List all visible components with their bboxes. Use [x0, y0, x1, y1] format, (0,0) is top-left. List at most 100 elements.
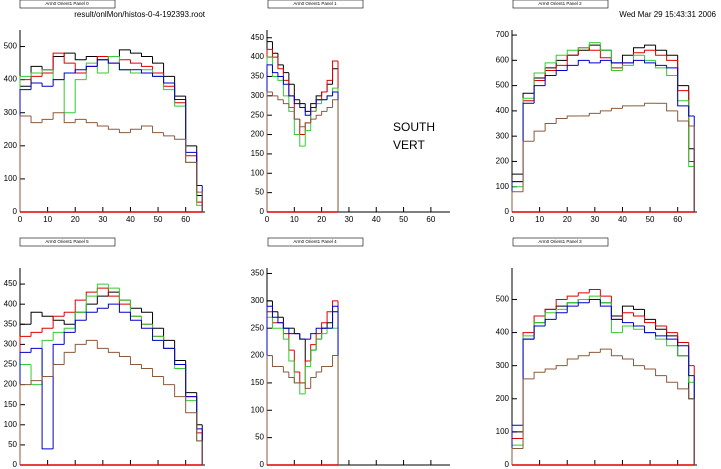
histogram-step — [52, 55, 65, 70]
histogram-step — [266, 316, 273, 465]
histogram-step — [688, 388, 695, 400]
histogram-step — [511, 191, 524, 212]
histogram-step — [677, 55, 689, 87]
histogram-step — [63, 311, 76, 317]
y-tick-label: 100 — [251, 405, 265, 414]
x-tick-label: 60 — [426, 215, 435, 224]
histogram-step — [163, 76, 175, 84]
histogram-step — [282, 99, 289, 105]
histogram-step — [107, 291, 120, 297]
histogram-step — [41, 312, 54, 317]
histogram-step — [533, 85, 546, 104]
x-tick-label: 0 — [510, 215, 515, 224]
y-tick-label: 200 — [496, 394, 510, 403]
histogram-step — [599, 42, 612, 51]
histogram-step — [304, 130, 311, 147]
histogram-step — [277, 57, 284, 70]
histogram-step — [293, 84, 300, 101]
x-tick-label: 0 — [265, 215, 270, 224]
x-tick-label: 30 — [590, 215, 599, 224]
histogram-step — [655, 322, 667, 327]
y-tick-label: 350 — [251, 269, 265, 278]
histogram-step — [610, 349, 623, 357]
histogram-step — [19, 363, 32, 465]
histogram-step — [577, 49, 590, 56]
histogram-step — [30, 331, 43, 337]
histogram-step — [632, 359, 645, 367]
histogram-step — [310, 344, 317, 362]
y-tick-label: 300 — [496, 361, 510, 370]
histogram-step — [588, 60, 601, 64]
histogram-step — [140, 364, 153, 370]
histogram-step — [577, 47, 590, 51]
histogram-step — [511, 186, 524, 212]
histogram-step — [577, 298, 590, 303]
histogram-step — [96, 59, 109, 67]
panel-title: Arm0 Orient1 Panel 0 — [45, 1, 89, 6]
histogram-step — [163, 132, 175, 137]
histogram-step — [610, 302, 623, 334]
histogram-step — [599, 50, 612, 59]
histogram-step — [632, 306, 645, 310]
histogram-step — [688, 342, 695, 367]
histogram-step — [85, 303, 98, 313]
histogram-step — [196, 412, 203, 442]
histogram-step — [666, 55, 678, 61]
histogram-step — [85, 119, 98, 124]
histogram-step — [196, 162, 203, 193]
histogram-step — [19, 384, 32, 465]
histogram-step — [185, 360, 197, 394]
histogram-step — [266, 91, 273, 212]
histogram-step — [688, 121, 695, 127]
histogram-step — [163, 336, 175, 349]
histogram-step — [140, 316, 153, 325]
histogram-step — [310, 118, 317, 123]
histogram-step — [544, 368, 557, 373]
histogram-step — [522, 140, 535, 192]
histogram-step — [310, 110, 317, 123]
histogram-step — [315, 338, 322, 351]
histogram-step — [277, 311, 284, 318]
histogram-step — [522, 378, 535, 449]
histogram-step — [107, 55, 120, 74]
histogram-step — [677, 110, 689, 122]
y-tick-label: 250 — [251, 323, 265, 332]
x-tick-label: 30 — [98, 215, 107, 224]
histogram-step — [163, 63, 175, 77]
histogram-step — [52, 316, 65, 321]
histogram-step — [85, 311, 98, 321]
histogram-step — [588, 47, 601, 51]
histogram-step — [30, 364, 43, 386]
histogram-step — [566, 115, 579, 119]
histogram-step — [196, 392, 203, 426]
x-tick-label: 30 — [344, 215, 353, 224]
histogram-step — [174, 384, 186, 398]
histogram-step — [129, 69, 142, 74]
histogram-step — [163, 73, 175, 87]
histogram-step — [326, 83, 333, 92]
histogram-step — [299, 333, 306, 340]
x-tick-label: 50 — [646, 215, 655, 224]
histogram-step — [271, 306, 278, 318]
histogram-step — [277, 317, 284, 324]
x-tick-label: 20 — [563, 215, 572, 224]
histogram-step — [96, 295, 109, 305]
histogram-step — [152, 125, 164, 134]
histogram-step — [326, 106, 333, 112]
histogram-step — [152, 312, 164, 329]
panel-title: Arm0 Orient1 Panel 4 — [293, 239, 337, 244]
histogram-step — [315, 371, 322, 378]
histogram-step — [522, 97, 535, 187]
histogram-step — [666, 339, 678, 347]
histogram-step — [282, 64, 289, 74]
histogram-step — [326, 95, 333, 100]
histogram-step — [655, 319, 667, 330]
histogram-step — [282, 322, 289, 329]
histogram-step — [321, 91, 328, 96]
histogram-step — [644, 44, 656, 48]
title-box — [19, 0, 116, 9]
histogram-step — [129, 312, 142, 321]
histogram-step — [621, 355, 634, 360]
histogram-step — [610, 50, 623, 71]
y-tick-label: 450 — [251, 33, 265, 42]
